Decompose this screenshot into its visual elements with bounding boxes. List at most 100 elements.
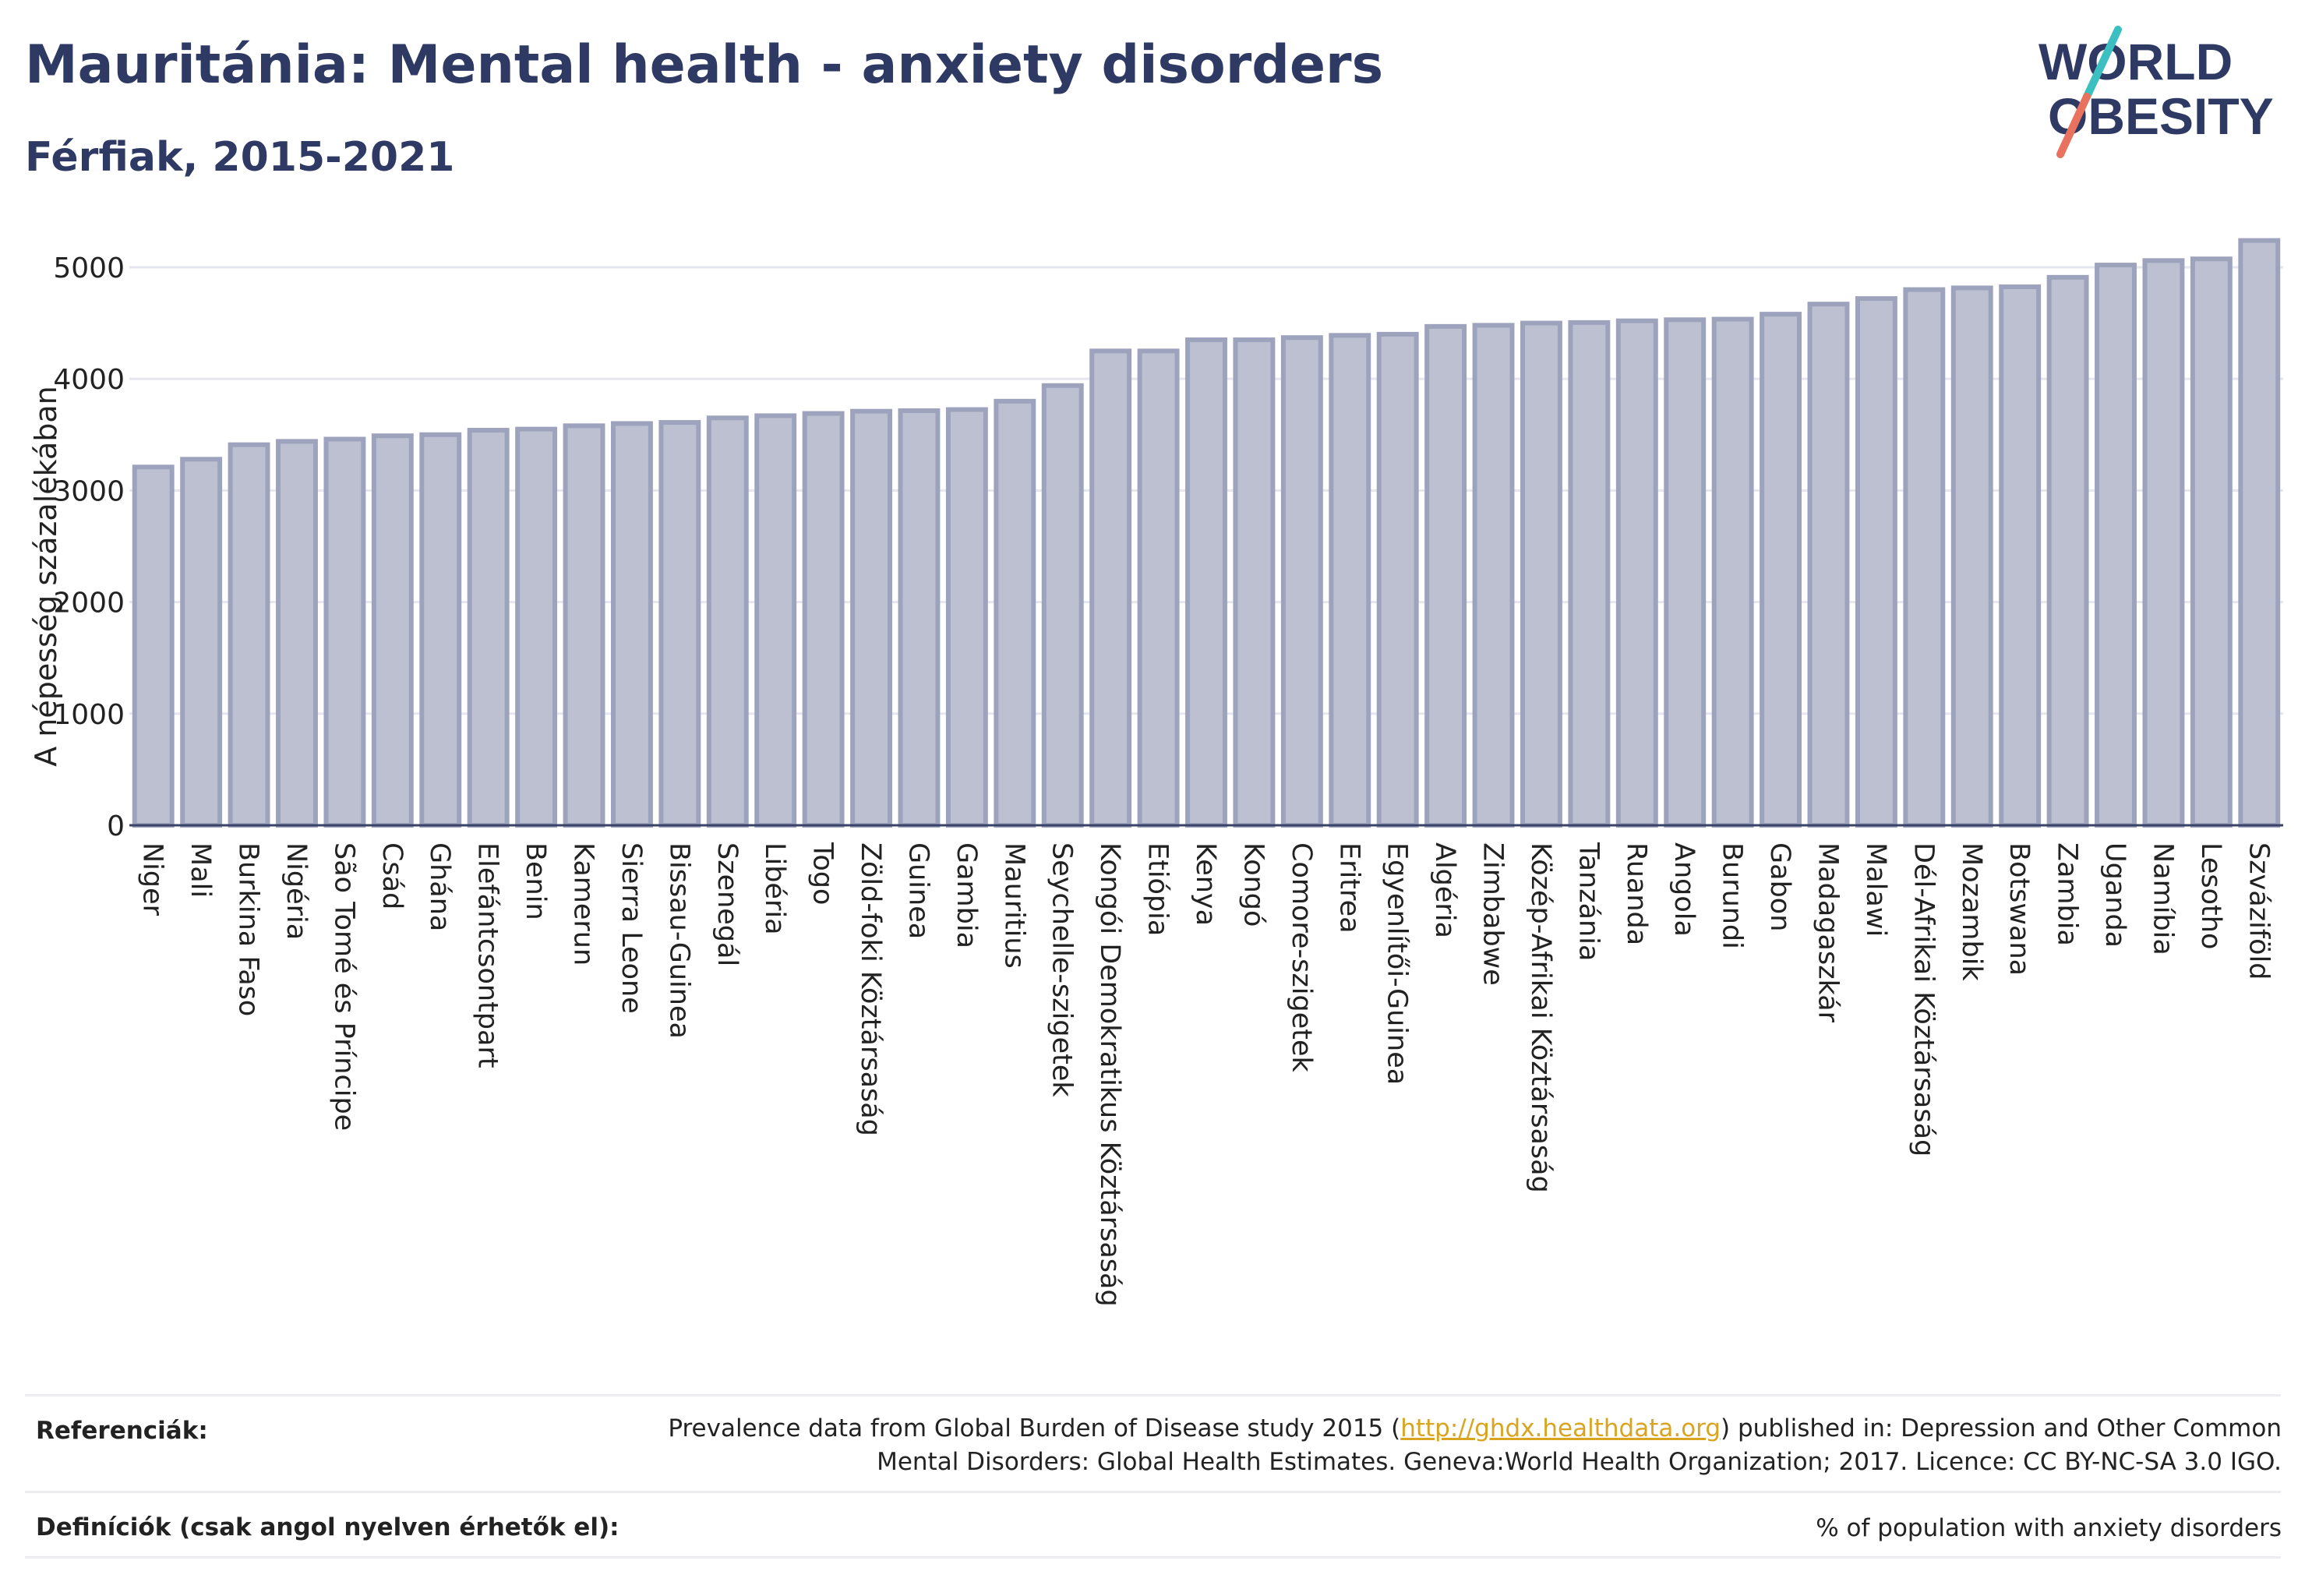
bar [276,439,318,828]
bar [658,420,701,828]
y-tick-label: 1000 [53,699,125,731]
bar [1568,320,1611,828]
bar [515,426,558,828]
bar-chart: 0 1000 2000 3000 4000 5000 Niger Mali Burkina F… [29,238,2283,1307]
bar [1041,383,1084,828]
bar [467,428,510,828]
x-tick-label: Mauritius [998,842,1029,969]
bar [706,415,749,828]
x-tick-label: Bissau-Guinea [663,842,694,1039]
x-tick-label: Algéria [1429,842,1460,938]
x-tick-label: Ghána [424,842,455,931]
x-tick-label: Zambia [2052,842,2083,946]
x-tick-label: Szváziföld [2243,842,2274,980]
y-axis-label: A népesség százalékában [29,386,63,767]
x-tick-label: Kamerun [568,842,599,966]
bar [1664,317,1707,828]
bar [371,433,414,828]
bar [850,408,892,828]
logo-line1: WORLD [2038,33,2233,90]
x-tick-label: Namíbia [2147,842,2178,955]
bar [1950,285,1993,828]
bar [1233,337,1276,828]
x-tick-labels: Niger Mali Burkina Faso Nigéria São Tomé és … [137,842,2275,1307]
bar [2190,256,2233,828]
bar [419,432,462,828]
footer-divider-middle [25,1491,2281,1493]
x-tick-label: Egyenlítői-Guinea [1382,842,1413,1085]
bar [898,408,941,828]
y-tick-label: 0 [107,810,125,842]
bar [180,457,223,828]
bar [1329,333,1371,828]
world-obesity-logo: WORLD OBESITY [2038,26,2274,158]
logo-slash-top [2083,26,2122,101]
x-tick-label: Dél-Afrikai Köztársaság [1908,842,1939,1156]
x-tick-label: Közép-Afrikai Köztársaság [1525,842,1556,1193]
x-tick-label: Angola [1668,842,1700,937]
x-tick-label: Togo [807,842,838,905]
x-tick-label: Tanzánia [1573,842,1604,961]
bar [228,442,270,828]
x-tick-label: Botswana [2003,842,2035,976]
bar [945,407,988,828]
bar [1807,302,1850,828]
x-tick-label: Sierra Leone [616,842,647,1014]
x-tick-label: Gambia [951,842,982,948]
bar [2095,263,2137,828]
references-text: Prevalence data from Global Burden of Di… [668,1412,2282,1479]
y-tick-label: 5000 [53,252,125,284]
x-tick-label: Elefántcsontpart [472,842,503,1068]
y-tick-labels: 0 1000 2000 3000 4000 5000 [53,252,125,842]
bar [754,413,797,828]
bar [994,398,1036,828]
x-tick-label: Malawi [1860,842,1891,937]
x-tick-label: Nigéria [281,842,312,940]
x-tick-label: Madagaszkár [1812,842,1843,1023]
bar [1711,316,1754,828]
logo-slash-bottom [2056,93,2091,158]
definitions-text: % of population with anxiety disorders [1816,1514,2282,1542]
bar [323,436,366,828]
x-tick-label: Benin [520,842,551,920]
x-tick-label: Ruanda [1621,842,1652,945]
x-tick-label: Mali [185,842,216,898]
bar [1137,348,1180,828]
x-tick-label: Zimbabwe [1477,842,1509,986]
bar [1089,348,1132,828]
x-tick-label: Libéria [759,842,790,935]
x-tick-label: Etiópia [1142,842,1174,936]
bar [1615,318,1658,828]
x-tick-label: Niger [137,842,168,916]
bar [2046,274,2089,828]
x-tick-label: Lesotho [2195,842,2226,949]
x-tick-label: Zöld-foki Köztársaság [855,842,886,1136]
references-line2: Mental Disorders: Global Health Estimate… [877,1448,2282,1476]
y-tick-label: 2000 [53,588,125,620]
x-tick-label: Kongó [1237,842,1269,927]
bar [1855,296,1897,828]
bar [610,421,653,828]
bar [1185,337,1227,828]
definitions-label: Definíciók (csak angol nyelven érhetők e… [36,1513,619,1541]
x-tick-label: São Tomé és Príncipe [328,842,359,1131]
references-label: Referenciák: [36,1417,208,1445]
bar [563,423,605,828]
x-tick-label: Uganda [2099,842,2130,948]
bar [1520,320,1562,828]
x-tick-label: Csád [376,842,408,909]
x-tick-label: Seychelle-szigetek [1047,842,1078,1097]
y-tick-label: 3000 [53,475,125,507]
bar [132,464,175,828]
references-post: ) published in: Depression and Other Com… [1721,1414,2282,1442]
x-tick-label: Szenegál [711,842,743,966]
footer-divider-bottom [25,1556,2281,1559]
bar [1424,323,1467,828]
bar [1903,287,1946,828]
bar [1760,312,1802,828]
x-tick-label: Kongói Demokratikus Köztársaság [1094,842,1125,1307]
bar [1280,335,1323,828]
chart-subtitle: Férfiak, 2015-2021 [25,134,455,181]
chart-title: Mauritánia: Mental health - anxiety diso… [25,34,1384,96]
references-link[interactable]: http://ghdx.healthdata.org [1400,1414,1721,1442]
